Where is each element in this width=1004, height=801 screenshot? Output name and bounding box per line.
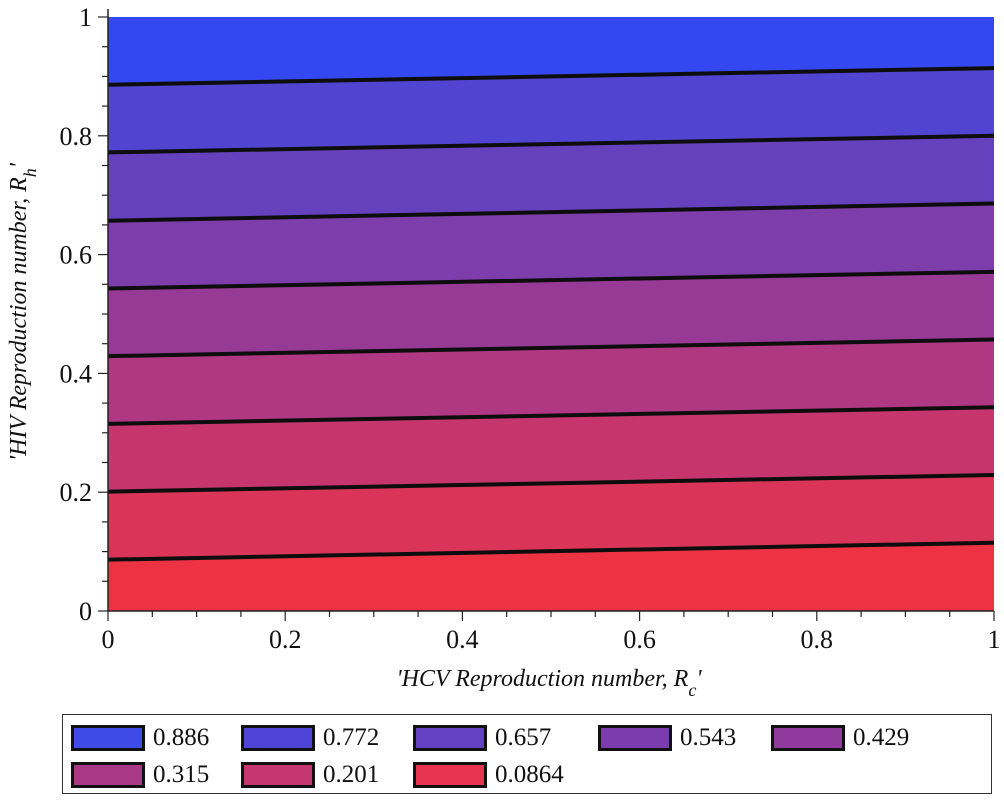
contour-band: [108, 203, 994, 289]
legend: 0.886 0.772 0.657 0.543 0.429 0.315 0.201 0.086…: [62, 714, 992, 794]
contour-line: [107, 269, 995, 291]
legend-label: 0.886: [153, 724, 210, 751]
x-tick-label: 0.6: [623, 625, 656, 654]
legend-item: 0.201: [241, 760, 379, 790]
legend-item: 0.772: [241, 723, 379, 753]
x-tick-label: 1: [988, 625, 1001, 654]
x-tick-labels: 0 0.2 0.4 0.6 0.8 1: [102, 625, 1001, 654]
y-tick-label: 0: [79, 597, 92, 626]
contour-lines: [107, 66, 995, 562]
legend-swatch: [71, 725, 145, 751]
contour-band: [108, 68, 994, 153]
contour-bands: [108, 17, 994, 611]
y-axis-title: 'HIV Reproduction number, Rh': [6, 162, 40, 461]
contour-band: [108, 271, 994, 357]
legend-swatch: [413, 725, 487, 751]
legend-item: 0.315: [71, 760, 209, 790]
contour-line: [107, 133, 995, 155]
legend-label: 0.429: [853, 724, 910, 751]
contour-band: [108, 542, 994, 611]
legend-label: 0.315: [153, 761, 210, 788]
contour-line: [107, 540, 995, 562]
contour-band: [108, 135, 994, 221]
legend-item: 0.886: [71, 723, 209, 753]
legend-item: 0.657: [413, 723, 551, 753]
y-tick-label: 0.4: [60, 359, 93, 388]
contour-band: [108, 474, 994, 560]
legend-swatch: [413, 762, 487, 788]
x-tick-label: 0: [102, 625, 115, 654]
tick-marks: [98, 16, 995, 621]
contour-band: [108, 407, 994, 492]
legend-label: 0.0864: [495, 761, 564, 788]
contour-band: [108, 17, 994, 85]
x-tick-label: 0.4: [446, 625, 479, 654]
y-tick-labels: 0 0.2 0.4 0.6 0.8 1: [60, 3, 93, 626]
x-tick-label: 0.8: [801, 625, 834, 654]
y-tick-label: 0.2: [60, 478, 93, 507]
legend-label: 0.201: [323, 761, 380, 788]
legend-label: 0.772: [323, 724, 380, 751]
legend-swatch: [241, 762, 315, 788]
legend-swatch: [598, 725, 672, 751]
legend-label: 0.657: [495, 724, 552, 751]
y-tick-label: 1: [79, 3, 92, 32]
y-tick-label: 0.8: [60, 122, 93, 151]
legend-item: 0.0864: [413, 760, 564, 790]
contour-line: [107, 201, 995, 223]
legend-item: 0.429: [771, 723, 909, 753]
contour-line: [107, 405, 995, 426]
legend-label: 0.543: [680, 724, 737, 751]
contour-line: [107, 66, 995, 87]
y-tick-label: 0.6: [60, 241, 93, 270]
legend-swatch: [241, 725, 315, 751]
contour-line: [107, 472, 995, 494]
x-axis-title: 'HCV Reproduction number, Rc': [397, 666, 703, 700]
contour-line: [107, 337, 995, 359]
x-tick-label: 0.2: [269, 625, 302, 654]
legend-item: 0.543: [598, 723, 736, 753]
contour-band: [108, 339, 994, 424]
legend-swatch: [71, 762, 145, 788]
legend-swatch: [771, 725, 845, 751]
